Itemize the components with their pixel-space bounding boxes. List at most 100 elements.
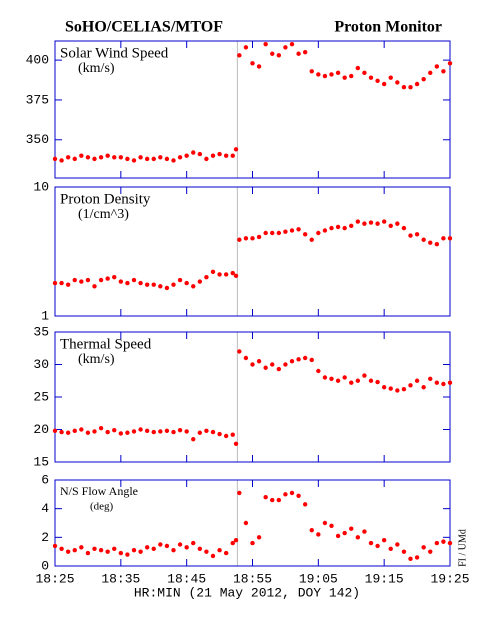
y-tick-label: 2 [41, 530, 49, 545]
data-point [237, 490, 242, 496]
data-point [118, 550, 124, 556]
data-point [138, 427, 143, 432]
data-point [164, 428, 170, 433]
data-point [72, 277, 77, 283]
data-point [112, 427, 117, 433]
data-point [283, 362, 288, 367]
y-tick-label: 0 [41, 558, 49, 573]
data-point [158, 284, 163, 289]
data-point [434, 64, 440, 69]
data-point [428, 240, 433, 245]
data-point [125, 552, 130, 557]
data-point [434, 242, 440, 247]
data-point [296, 51, 301, 56]
data-point [243, 355, 249, 361]
data-point [210, 269, 216, 275]
data-point [434, 540, 440, 546]
data-point [118, 155, 124, 160]
data-point [335, 224, 341, 230]
data-point [171, 158, 176, 163]
data-point [151, 429, 156, 435]
data-point [204, 156, 209, 162]
data-point [79, 279, 84, 284]
data-point [164, 543, 170, 549]
data-point [72, 156, 77, 162]
data-point [204, 549, 209, 554]
data-point [217, 151, 222, 157]
data-point [105, 429, 110, 435]
data-point [395, 221, 400, 226]
data-point [342, 375, 347, 380]
data-point [230, 270, 235, 276]
data-point [191, 150, 196, 155]
data-point [164, 285, 170, 291]
data-point [79, 427, 84, 432]
data-point [256, 234, 262, 240]
data-point [250, 540, 255, 546]
data-point [223, 550, 229, 556]
data-point [329, 225, 334, 231]
data-point [296, 493, 301, 498]
data-point [125, 280, 130, 286]
data-point [184, 280, 189, 286]
data-point [52, 156, 58, 162]
data-point [151, 156, 156, 162]
data-point [434, 380, 440, 385]
data-point [233, 273, 239, 278]
data-point [335, 70, 341, 76]
y-tick-label: 375 [26, 92, 49, 107]
panel-units: (km/s) [78, 61, 115, 76]
data-point [421, 545, 426, 550]
panel-title: N/S Flow Angle [60, 484, 138, 498]
data-point [125, 430, 130, 435]
data-point [59, 429, 64, 435]
data-point [197, 279, 203, 284]
data-point [428, 70, 433, 76]
data-point [362, 373, 367, 378]
data-point [144, 428, 150, 433]
data-point [65, 430, 71, 435]
data-point [342, 530, 347, 536]
data-point [349, 380, 354, 385]
data-point [408, 84, 413, 90]
data-point [401, 387, 407, 392]
data-point [151, 546, 156, 551]
data-point [131, 158, 137, 163]
data-point [191, 540, 196, 546]
x-axis-label: HR:MIN (21 May 2012, DOY 142) [134, 585, 360, 600]
data-point [210, 153, 216, 158]
data-point [79, 545, 84, 550]
x-tick-label: 18:45 [167, 571, 206, 586]
data-point [243, 45, 249, 50]
panel-frame [54, 40, 451, 179]
data-point [112, 274, 117, 280]
data-point [428, 549, 433, 554]
y-tick-label: 400 [26, 53, 49, 68]
data-point [428, 376, 433, 381]
data-point [177, 155, 183, 160]
y-tick-label: 1 [41, 308, 49, 323]
data-point [375, 379, 380, 385]
data-point [204, 428, 209, 433]
data-point [289, 41, 295, 47]
data-point [276, 366, 282, 372]
data-point [401, 549, 407, 554]
data-point [296, 357, 301, 362]
data-point [349, 223, 354, 229]
data-point [217, 272, 222, 277]
data-point [131, 548, 137, 553]
data-point [322, 228, 328, 233]
data-point [329, 72, 334, 77]
data-point [283, 229, 288, 234]
data-point [230, 153, 235, 158]
data-point [52, 280, 58, 286]
data-point [217, 431, 222, 437]
data-point [237, 349, 242, 354]
panel-frame [54, 186, 451, 317]
data-point [447, 380, 453, 385]
data-point [408, 233, 413, 238]
data-point [355, 378, 361, 383]
y-tick-label: 4 [41, 501, 49, 516]
data-point [250, 236, 255, 241]
data-point [191, 437, 196, 442]
